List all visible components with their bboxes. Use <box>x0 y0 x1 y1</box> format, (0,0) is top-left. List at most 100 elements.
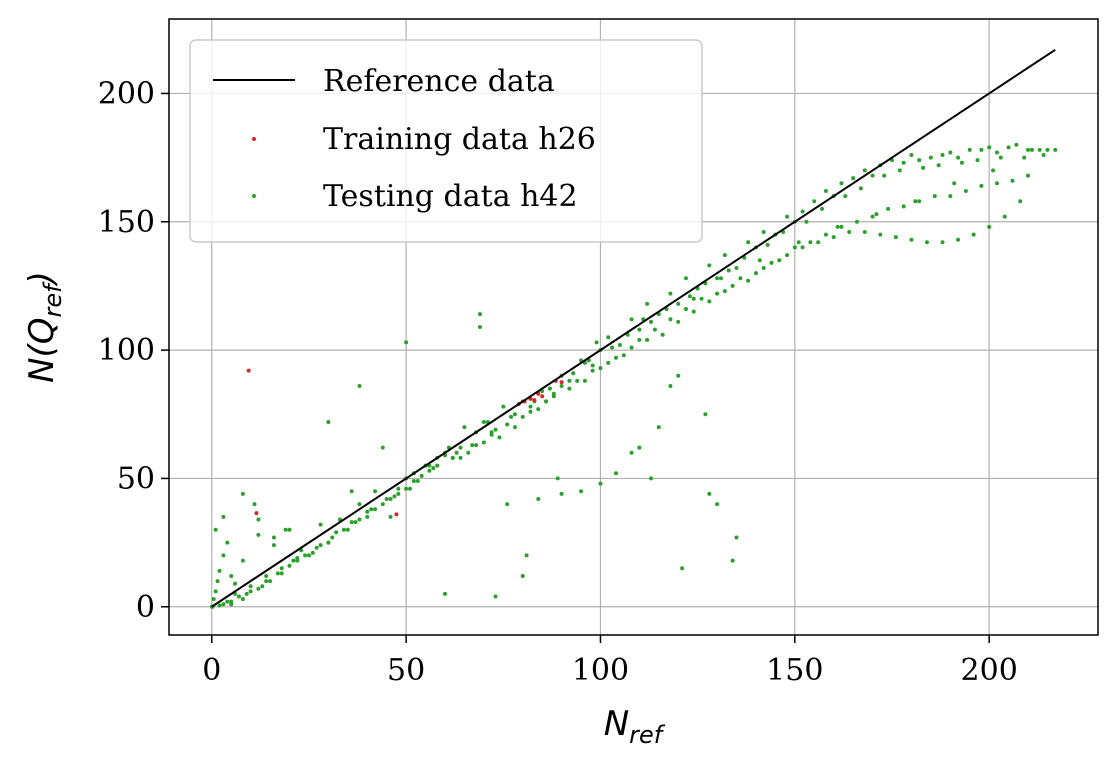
x-tick-label: 50 <box>387 653 425 688</box>
testing-data-point <box>326 419 331 424</box>
testing-data-point <box>404 486 409 491</box>
testing-data-point <box>734 265 739 270</box>
testing-data-point <box>924 240 929 245</box>
testing-data-point <box>213 527 218 532</box>
reference-line <box>211 48 1056 608</box>
testing-data-point <box>279 571 284 576</box>
testing-data-point <box>462 425 467 430</box>
training-data-point <box>246 368 251 373</box>
testing-data-point <box>812 199 817 204</box>
testing-data-point <box>765 242 770 247</box>
testing-data-point <box>236 594 241 599</box>
testing-data-point <box>536 407 541 412</box>
testing-data-point <box>808 240 813 245</box>
testing-data-point <box>948 194 953 199</box>
x-tick-label: 150 <box>766 653 823 688</box>
testing-data-point <box>326 540 331 545</box>
testing-data-point <box>637 445 642 450</box>
testing-data-point <box>314 545 319 550</box>
testing-data-point <box>656 425 661 430</box>
training-data-point <box>394 512 399 517</box>
testing-data-point <box>691 309 696 314</box>
testing-data-point <box>431 466 436 471</box>
testing-data-point <box>921 165 926 170</box>
testing-data-point <box>637 337 642 342</box>
testing-data-point <box>271 535 276 540</box>
testing-data-point <box>928 155 933 160</box>
testing-data-point <box>917 158 922 163</box>
testing-data-point <box>283 527 288 532</box>
testing-data-point <box>874 212 879 217</box>
testing-data-point <box>318 522 323 527</box>
testing-data-point <box>617 342 622 347</box>
testing-data-point <box>505 502 510 507</box>
testing-data-point <box>221 553 226 558</box>
testing-data-point <box>987 145 992 150</box>
testing-data-point <box>800 209 805 214</box>
testing-data-point <box>252 502 257 507</box>
training-data-points <box>246 368 564 517</box>
testing-data-point <box>715 291 720 296</box>
testing-data-point <box>559 384 564 389</box>
testing-data-point <box>952 181 957 186</box>
testing-data-point <box>707 491 712 496</box>
testing-data-point <box>357 384 362 389</box>
testing-data-point <box>637 327 642 332</box>
testing-data-point <box>897 168 902 173</box>
x-axis-title: Nref <box>604 704 666 749</box>
testing-data-point <box>668 317 673 322</box>
testing-data-point <box>878 232 883 237</box>
testing-data-point <box>1053 147 1058 152</box>
testing-data-point <box>567 386 572 391</box>
testing-data-point <box>217 568 222 573</box>
training-data-point <box>254 511 259 516</box>
testing-data-point <box>804 219 809 224</box>
testing-data-point <box>287 527 292 532</box>
training-data-point <box>559 380 564 385</box>
testing-data-point <box>567 378 572 383</box>
x-tick-label: 200 <box>961 653 1018 688</box>
testing-data-point <box>703 412 708 417</box>
testing-data-point <box>380 445 385 450</box>
y-axis-title-sub: ref <box>39 281 67 318</box>
testing-data-point <box>310 550 315 555</box>
testing-data-point <box>680 566 685 571</box>
testing-data-point <box>629 345 634 350</box>
testing-data-point <box>470 443 475 448</box>
testing-data-point <box>645 337 650 342</box>
legend-box <box>189 39 703 243</box>
testing-data-point <box>264 573 269 578</box>
testing-data-point <box>676 373 681 378</box>
testing-data-point <box>419 473 424 478</box>
testing-data-point <box>233 581 238 586</box>
testing-data-point <box>411 479 416 483</box>
testing-data-point <box>547 386 552 391</box>
legend: Reference data Training data h26 Testing… <box>189 39 703 243</box>
testing-data-point <box>959 160 964 165</box>
testing-data-point <box>1010 178 1015 183</box>
legend-training-label: Training data h26 <box>323 122 596 157</box>
testing-data-point <box>862 168 867 173</box>
testing-data-point <box>683 276 688 281</box>
testing-data-point <box>590 368 595 373</box>
x-axis-title-sub: ref <box>629 721 666 749</box>
testing-data-point <box>396 486 401 491</box>
x-axis-ticks: 0 50 100 150 200 <box>202 635 1018 688</box>
testing-data-point <box>777 258 782 263</box>
y-axis-ticks: 0 50 100 150 200 <box>98 76 169 625</box>
testing-data-point <box>913 199 918 204</box>
testing-data-point <box>404 340 409 345</box>
testing-data-point <box>796 240 801 245</box>
testing-data-point <box>1041 153 1046 158</box>
y-tick-label: 150 <box>98 205 155 240</box>
testing-data-point <box>862 230 867 235</box>
testing-data-point <box>738 276 743 281</box>
y-axis-title-pre: N(Q <box>22 317 62 382</box>
x-tick-label: 100 <box>572 653 629 688</box>
testing-data-point <box>427 468 432 473</box>
testing-data-point <box>454 450 459 455</box>
testing-data-point <box>882 173 887 178</box>
testing-data-point <box>606 360 611 365</box>
testing-data-point <box>509 414 514 419</box>
testing-data-point <box>396 491 401 496</box>
